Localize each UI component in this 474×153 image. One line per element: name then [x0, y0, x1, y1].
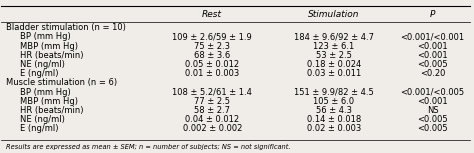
Text: Stimulation: Stimulation	[308, 10, 360, 19]
Text: HR (beats/min): HR (beats/min)	[20, 106, 83, 115]
Text: Results are expressed as mean ± SEM; n = number of subjects; NS = not significan: Results are expressed as mean ± SEM; n =…	[6, 144, 291, 150]
Text: HR (beats/min): HR (beats/min)	[20, 51, 83, 60]
Text: <0.20: <0.20	[420, 69, 445, 78]
Text: BP (mm Hg): BP (mm Hg)	[20, 32, 71, 41]
Text: <0.001: <0.001	[417, 51, 448, 60]
Text: 105 ± 6.0: 105 ± 6.0	[313, 97, 355, 106]
Text: 56 ± 4.3: 56 ± 4.3	[316, 106, 352, 115]
Text: 0.18 ± 0.024: 0.18 ± 0.024	[307, 60, 361, 69]
Text: Bladder stimulation (n = 10): Bladder stimulation (n = 10)	[6, 23, 126, 32]
Text: NE (ng/ml): NE (ng/ml)	[20, 60, 65, 69]
Text: <0.005: <0.005	[417, 115, 448, 124]
Text: 0.01 ± 0.003: 0.01 ± 0.003	[185, 69, 239, 78]
Text: E (ng/ml): E (ng/ml)	[20, 69, 59, 78]
Text: 123 ± 6.1: 123 ± 6.1	[313, 42, 355, 51]
Text: 0.03 ± 0.011: 0.03 ± 0.011	[307, 69, 361, 78]
Text: Rest: Rest	[202, 10, 222, 19]
Text: 68 ± 3.6: 68 ± 3.6	[194, 51, 230, 60]
Text: MBP (mm Hg): MBP (mm Hg)	[20, 42, 78, 51]
Text: P: P	[430, 10, 435, 19]
Text: Muscle stimulation (n = 6): Muscle stimulation (n = 6)	[6, 78, 117, 87]
Text: 0.14 ± 0.018: 0.14 ± 0.018	[307, 115, 361, 124]
Text: <0.005: <0.005	[417, 60, 448, 69]
Text: NS: NS	[427, 106, 438, 115]
Text: <0.001/<0.001: <0.001/<0.001	[401, 32, 465, 41]
Text: <0.001/<0.005: <0.001/<0.005	[401, 88, 465, 97]
Text: 58 ± 2.7: 58 ± 2.7	[194, 106, 230, 115]
Text: NE (ng/ml): NE (ng/ml)	[20, 115, 65, 124]
Text: 77 ± 2.5: 77 ± 2.5	[194, 97, 230, 106]
Text: E (ng/ml): E (ng/ml)	[20, 124, 59, 133]
Text: 109 ± 2.6/59 ± 1.9: 109 ± 2.6/59 ± 1.9	[173, 32, 252, 41]
Text: 184 ± 9.6/92 ± 4.7: 184 ± 9.6/92 ± 4.7	[294, 32, 374, 41]
Text: 0.02 ± 0.003: 0.02 ± 0.003	[307, 124, 361, 133]
Text: <0.001: <0.001	[417, 42, 448, 51]
Text: 0.05 ± 0.012: 0.05 ± 0.012	[185, 60, 239, 69]
Text: 75 ± 2.3: 75 ± 2.3	[194, 42, 230, 51]
Text: <0.005: <0.005	[417, 124, 448, 133]
Text: 108 ± 5.2/61 ± 1.4: 108 ± 5.2/61 ± 1.4	[172, 88, 252, 97]
Text: 0.04 ± 0.012: 0.04 ± 0.012	[185, 115, 239, 124]
Text: 53 ± 2.5: 53 ± 2.5	[316, 51, 352, 60]
Text: <0.001: <0.001	[417, 97, 448, 106]
Text: MBP (mm Hg): MBP (mm Hg)	[20, 97, 78, 106]
Text: BP (mm Hg): BP (mm Hg)	[20, 88, 71, 97]
Text: 0.002 ± 0.002: 0.002 ± 0.002	[182, 124, 242, 133]
Text: 151 ± 9.9/82 ± 4.5: 151 ± 9.9/82 ± 4.5	[294, 88, 374, 97]
